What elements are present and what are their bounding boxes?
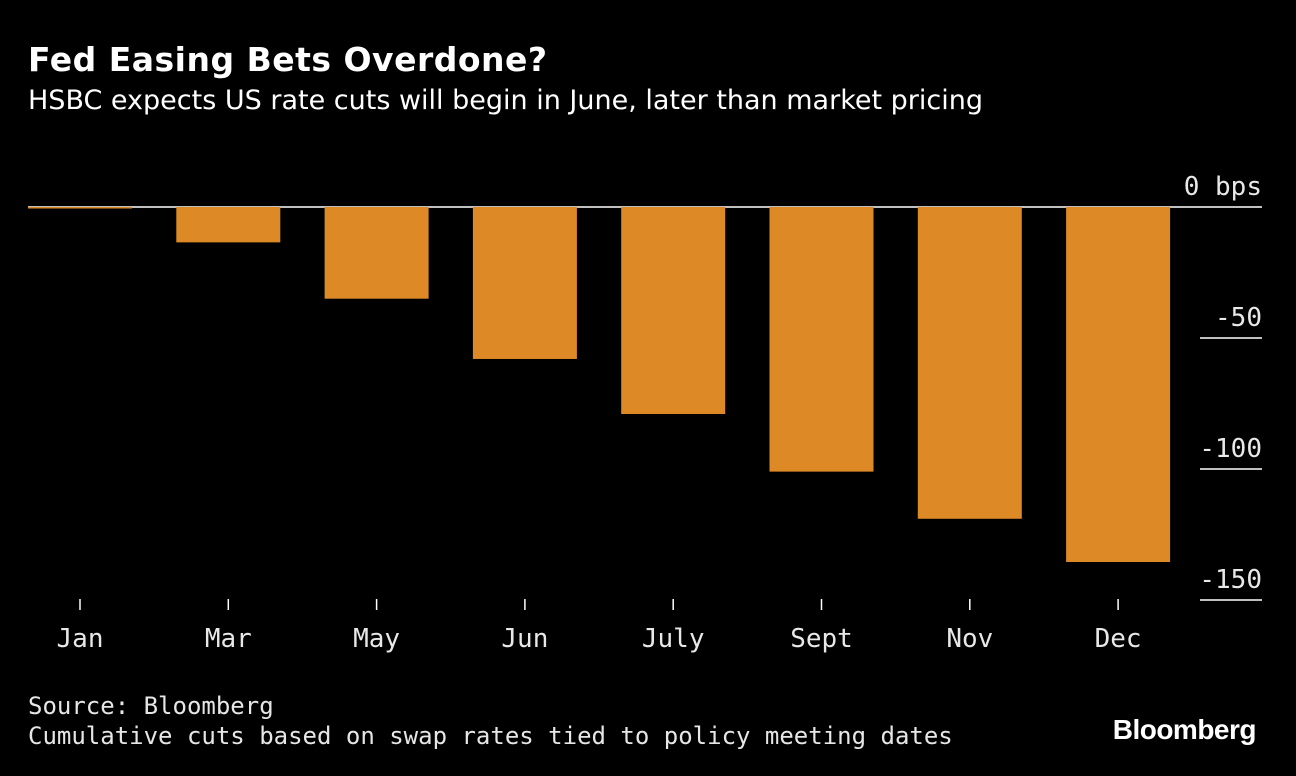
bar	[621, 207, 726, 414]
x-tick-label: Nov	[946, 624, 993, 654]
bloomberg-logo: Bloomberg	[1112, 714, 1257, 745]
x-tick-label: Sept	[790, 624, 853, 654]
y-tick-label: 0 bps	[1184, 172, 1262, 202]
bar	[324, 207, 429, 299]
x-tick-label: May	[353, 624, 400, 654]
x-tick-label: Jun	[501, 624, 548, 654]
footnote: Cumulative cuts based on swap rates tied…	[28, 722, 953, 750]
bar-chart: 0 bps -50 -100 -150 Jan Mar May Jun July Sept Nov D…	[28, 172, 1262, 654]
y-tick-label: -150	[1199, 565, 1262, 595]
x-tick-label: Mar	[205, 624, 252, 654]
source-note: Source: Bloomberg	[28, 692, 274, 720]
chart-subtitle: HSBC expects US rate cuts will begin in …	[28, 85, 983, 116]
bar	[917, 207, 1022, 519]
y-tick-label: -50	[1215, 303, 1262, 333]
y-tick-label: -100	[1199, 434, 1262, 464]
x-tick-label: July	[642, 624, 705, 654]
bar	[176, 207, 281, 243]
bar	[28, 207, 132, 209]
bar	[769, 207, 874, 472]
bar	[472, 207, 577, 359]
chart-title: Fed Easing Bets Overdone?	[28, 40, 548, 79]
x-tick-label: Dec	[1095, 624, 1142, 654]
x-tick-label: Jan	[57, 624, 104, 654]
bar	[1066, 207, 1171, 563]
